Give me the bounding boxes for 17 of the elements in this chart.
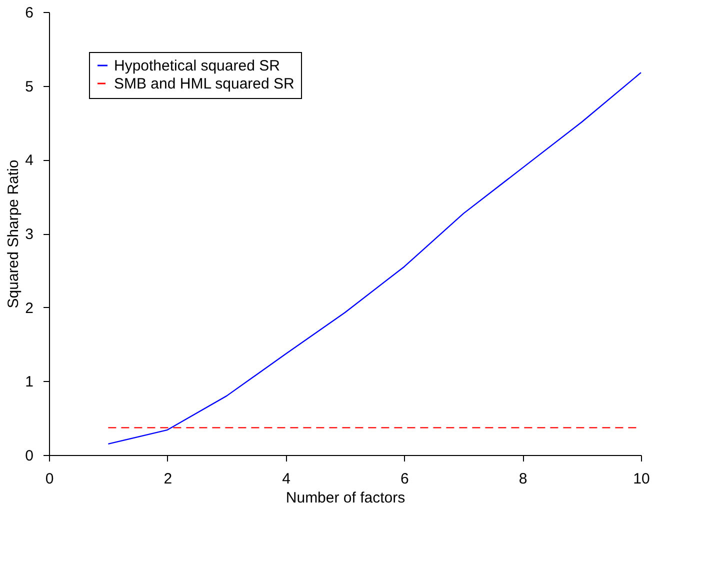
y-tick-label: 0 xyxy=(25,448,34,464)
y-axis-title: Squared Sharpe Ratio xyxy=(5,160,22,308)
legend-label: Hypothetical squared SR xyxy=(114,58,280,74)
x-tick-label: 2 xyxy=(164,470,172,488)
legend-label: SMB and HML squared SR xyxy=(114,76,295,92)
x-tick-label: 4 xyxy=(282,470,290,488)
x-axis-title: Number of factors xyxy=(286,490,406,506)
y-tick-label: 2 xyxy=(25,300,34,317)
y-tick-label: 5 xyxy=(25,78,34,96)
y-tick-label: 4 xyxy=(25,152,34,170)
y-tick-label: 3 xyxy=(25,226,34,243)
x-tick-label: 0 xyxy=(45,470,54,488)
y-tick-label: 1 xyxy=(25,374,34,391)
x-tick-label: 10 xyxy=(633,470,650,488)
x-tick-label: 6 xyxy=(400,470,409,488)
y-tick-label: 6 xyxy=(25,4,34,22)
x-tick-label: 8 xyxy=(518,470,528,488)
